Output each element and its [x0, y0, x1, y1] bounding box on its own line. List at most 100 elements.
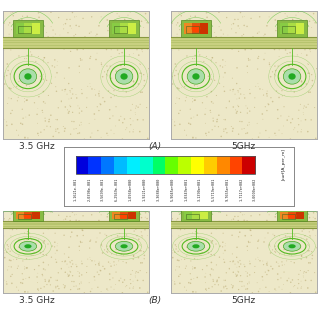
- Point: [276, 54, 282, 59]
- Point: [92, 87, 97, 92]
- Point: [282, 269, 287, 275]
- Point: [184, 53, 189, 59]
- Point: [132, 110, 138, 115]
- Point: [18, 216, 23, 221]
- Point: [87, 56, 92, 61]
- Point: [197, 248, 203, 253]
- Point: [121, 215, 126, 220]
- Point: [237, 119, 243, 124]
- Point: [278, 215, 283, 220]
- Point: [268, 64, 273, 69]
- Point: [245, 70, 250, 75]
- Point: [52, 244, 57, 249]
- Point: [240, 212, 245, 217]
- Point: [100, 74, 105, 79]
- Point: [80, 39, 85, 44]
- Point: [16, 53, 21, 59]
- Point: [113, 31, 118, 36]
- Point: [73, 223, 78, 228]
- Point: [8, 258, 13, 263]
- Point: [80, 228, 85, 233]
- Point: [27, 113, 32, 118]
- Point: [20, 87, 25, 92]
- Point: [117, 117, 122, 123]
- Point: [309, 25, 314, 30]
- Point: [93, 262, 98, 267]
- Point: [267, 289, 272, 294]
- Point: [124, 90, 129, 95]
- Point: [38, 74, 43, 79]
- Point: [284, 226, 289, 231]
- Point: [314, 245, 319, 250]
- Point: [266, 268, 271, 273]
- Point: [132, 273, 138, 278]
- Point: [185, 31, 190, 36]
- Bar: [277, 20, 307, 37]
- Point: [310, 38, 316, 43]
- Point: [174, 225, 180, 230]
- Point: [71, 126, 76, 132]
- Point: [195, 275, 200, 280]
- Point: [137, 248, 142, 253]
- Point: [289, 19, 294, 24]
- Point: [285, 231, 290, 236]
- Point: [214, 93, 219, 98]
- Point: [105, 17, 110, 22]
- Point: [273, 133, 278, 138]
- Point: [266, 101, 271, 106]
- Point: [98, 102, 103, 107]
- Point: [18, 280, 23, 285]
- Point: [182, 284, 187, 290]
- Point: [80, 57, 85, 62]
- Bar: [76, 156, 255, 174]
- Point: [134, 47, 140, 52]
- Point: [41, 260, 46, 265]
- Point: [43, 267, 48, 272]
- Point: [203, 274, 208, 279]
- Point: [63, 270, 68, 275]
- Point: [219, 225, 224, 230]
- Point: [264, 261, 269, 266]
- Point: [204, 237, 209, 243]
- Point: [263, 269, 268, 275]
- Point: [257, 86, 262, 92]
- Point: [135, 117, 140, 122]
- Point: [242, 264, 247, 269]
- Point: [44, 124, 50, 129]
- Point: [108, 91, 113, 96]
- Point: [209, 260, 214, 265]
- Point: [120, 290, 125, 295]
- Point: [299, 127, 304, 132]
- Point: [270, 266, 275, 271]
- Point: [305, 248, 310, 253]
- Point: [77, 64, 82, 69]
- Point: [276, 64, 281, 69]
- Point: [286, 243, 292, 248]
- Point: [133, 112, 138, 117]
- Point: [292, 46, 297, 51]
- Point: [230, 89, 236, 94]
- Point: [5, 68, 11, 73]
- Point: [235, 103, 240, 108]
- Point: [304, 52, 309, 58]
- Point: [77, 9, 82, 14]
- Point: [229, 220, 234, 225]
- Point: [204, 10, 209, 15]
- Point: [306, 62, 311, 67]
- Point: [257, 212, 262, 217]
- Point: [188, 271, 193, 276]
- Point: [59, 98, 64, 103]
- Point: [109, 233, 114, 238]
- Point: [170, 216, 175, 221]
- Point: [118, 276, 124, 281]
- Point: [289, 219, 294, 224]
- Point: [28, 235, 33, 240]
- Point: [63, 259, 68, 264]
- Point: [206, 74, 211, 79]
- Point: [25, 243, 30, 248]
- Point: [272, 244, 277, 249]
- Point: [289, 220, 294, 226]
- Point: [274, 260, 279, 265]
- Point: [1, 47, 6, 52]
- Point: [273, 250, 278, 255]
